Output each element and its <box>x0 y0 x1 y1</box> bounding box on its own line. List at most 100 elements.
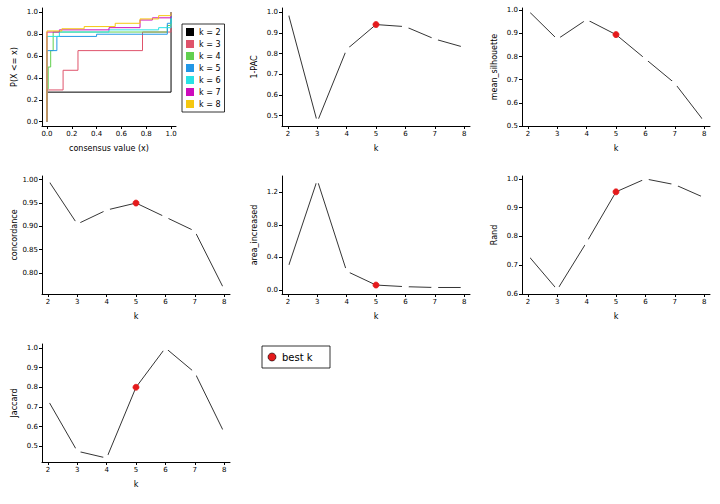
svg-text:7: 7 <box>433 130 437 138</box>
svg-text:2: 2 <box>46 466 50 474</box>
svg-text:8: 8 <box>702 298 706 306</box>
svg-text:0.5: 0.5 <box>267 112 278 120</box>
svg-text:0.6: 0.6 <box>507 99 519 107</box>
svg-text:0.0: 0.0 <box>41 130 52 138</box>
svg-text:4: 4 <box>104 466 109 474</box>
svg-text:0.4: 0.4 <box>267 253 279 261</box>
svg-text:k = 6: k = 6 <box>199 76 221 85</box>
svg-text:1.0: 1.0 <box>27 8 38 16</box>
svg-text:0.8: 0.8 <box>27 383 38 391</box>
svg-text:1.0: 1.0 <box>27 344 38 352</box>
svg-text:k: k <box>374 312 379 321</box>
svg-text:6: 6 <box>163 466 168 474</box>
svg-text:area_increased: area_increased <box>250 205 259 266</box>
svg-text:k = 8: k = 8 <box>199 100 221 109</box>
svg-text:Rand: Rand <box>490 225 499 245</box>
svg-text:7: 7 <box>433 298 437 306</box>
svg-text:5: 5 <box>134 466 138 474</box>
svg-text:5: 5 <box>614 298 618 306</box>
svg-text:0.2: 0.2 <box>27 96 38 104</box>
svg-text:0.0: 0.0 <box>267 286 278 294</box>
svg-text:k: k <box>614 312 619 321</box>
svg-text:8: 8 <box>222 466 226 474</box>
svg-text:Jaccard: Jaccard <box>10 388 19 418</box>
svg-text:7: 7 <box>193 466 197 474</box>
svg-text:6: 6 <box>403 298 408 306</box>
svg-text:0.6: 0.6 <box>507 290 519 298</box>
svg-text:3: 3 <box>75 466 79 474</box>
svg-text:8: 8 <box>462 298 466 306</box>
svg-text:2: 2 <box>46 298 50 306</box>
svg-text:0.9: 0.9 <box>267 29 278 37</box>
svg-text:7: 7 <box>673 130 677 138</box>
svg-text:3: 3 <box>555 298 559 306</box>
svg-text:0.7: 0.7 <box>507 261 518 269</box>
svg-text:0.5: 0.5 <box>27 442 38 450</box>
svg-text:1.0: 1.0 <box>507 175 518 183</box>
svg-text:0.7: 0.7 <box>507 76 518 84</box>
svg-text:0.9: 0.9 <box>507 204 518 212</box>
svg-text:k: k <box>614 144 619 153</box>
svg-text:1.2: 1.2 <box>267 188 278 196</box>
svg-text:5: 5 <box>614 130 618 138</box>
svg-text:8: 8 <box>222 298 226 306</box>
svg-text:6: 6 <box>643 130 648 138</box>
svg-text:3: 3 <box>75 298 79 306</box>
svg-text:k = 7: k = 7 <box>199 88 221 97</box>
svg-text:mean_silhouette: mean_silhouette <box>490 34 499 101</box>
svg-text:7: 7 <box>193 298 197 306</box>
svg-text:0.8: 0.8 <box>27 30 38 38</box>
svg-text:5: 5 <box>134 298 138 306</box>
svg-text:5: 5 <box>374 130 378 138</box>
svg-text:0.6: 0.6 <box>116 130 128 138</box>
svg-text:0.7: 0.7 <box>27 403 38 411</box>
svg-text:4: 4 <box>104 298 109 306</box>
svg-text:0.85: 0.85 <box>22 246 38 254</box>
svg-text:1.00: 1.00 <box>22 176 38 184</box>
svg-text:0.9: 0.9 <box>27 364 38 372</box>
svg-text:0.6: 0.6 <box>27 52 39 60</box>
svg-text:0.6: 0.6 <box>27 423 39 431</box>
svg-text:2: 2 <box>286 130 290 138</box>
svg-text:2: 2 <box>526 130 530 138</box>
svg-text:0.8: 0.8 <box>507 232 518 240</box>
svg-text:6: 6 <box>643 298 648 306</box>
svg-text:5: 5 <box>374 298 378 306</box>
svg-text:k = 3: k = 3 <box>199 40 221 49</box>
svg-text:0.4: 0.4 <box>91 130 103 138</box>
svg-text:k = 4: k = 4 <box>199 52 221 61</box>
svg-text:0.7: 0.7 <box>267 70 278 78</box>
svg-text:2: 2 <box>526 298 530 306</box>
svg-text:3: 3 <box>315 130 319 138</box>
svg-text:0.0: 0.0 <box>27 118 38 126</box>
svg-text:k: k <box>134 480 139 489</box>
svg-text:3: 3 <box>315 298 319 306</box>
svg-text:k = 5: k = 5 <box>199 64 221 73</box>
svg-text:concordance: concordance <box>10 209 19 260</box>
svg-text:k: k <box>134 312 139 321</box>
svg-text:3: 3 <box>555 130 559 138</box>
svg-text:0.8: 0.8 <box>141 130 152 138</box>
svg-text:2: 2 <box>286 298 290 306</box>
svg-text:0.2: 0.2 <box>66 130 77 138</box>
svg-text:8: 8 <box>702 130 706 138</box>
svg-text:6: 6 <box>163 298 168 306</box>
svg-text:0.95: 0.95 <box>22 199 38 207</box>
svg-text:P(X <= x): P(X <= x) <box>10 47 19 87</box>
svg-text:7: 7 <box>673 298 677 306</box>
svg-text:0.8: 0.8 <box>507 53 518 61</box>
svg-text:4: 4 <box>584 298 589 306</box>
svg-text:4: 4 <box>344 298 349 306</box>
svg-text:1-PAC: 1-PAC <box>250 55 259 79</box>
svg-text:6: 6 <box>403 130 408 138</box>
svg-text:0.90: 0.90 <box>22 222 38 230</box>
svg-text:0.5: 0.5 <box>507 122 518 130</box>
svg-text:0.8: 0.8 <box>267 221 278 229</box>
svg-text:4: 4 <box>584 130 589 138</box>
svg-text:0.6: 0.6 <box>267 91 279 99</box>
svg-text:1.0: 1.0 <box>507 6 518 14</box>
svg-text:8: 8 <box>462 130 466 138</box>
svg-text:k: k <box>374 144 379 153</box>
svg-text:1.0: 1.0 <box>165 130 176 138</box>
svg-text:0.4: 0.4 <box>27 74 39 82</box>
